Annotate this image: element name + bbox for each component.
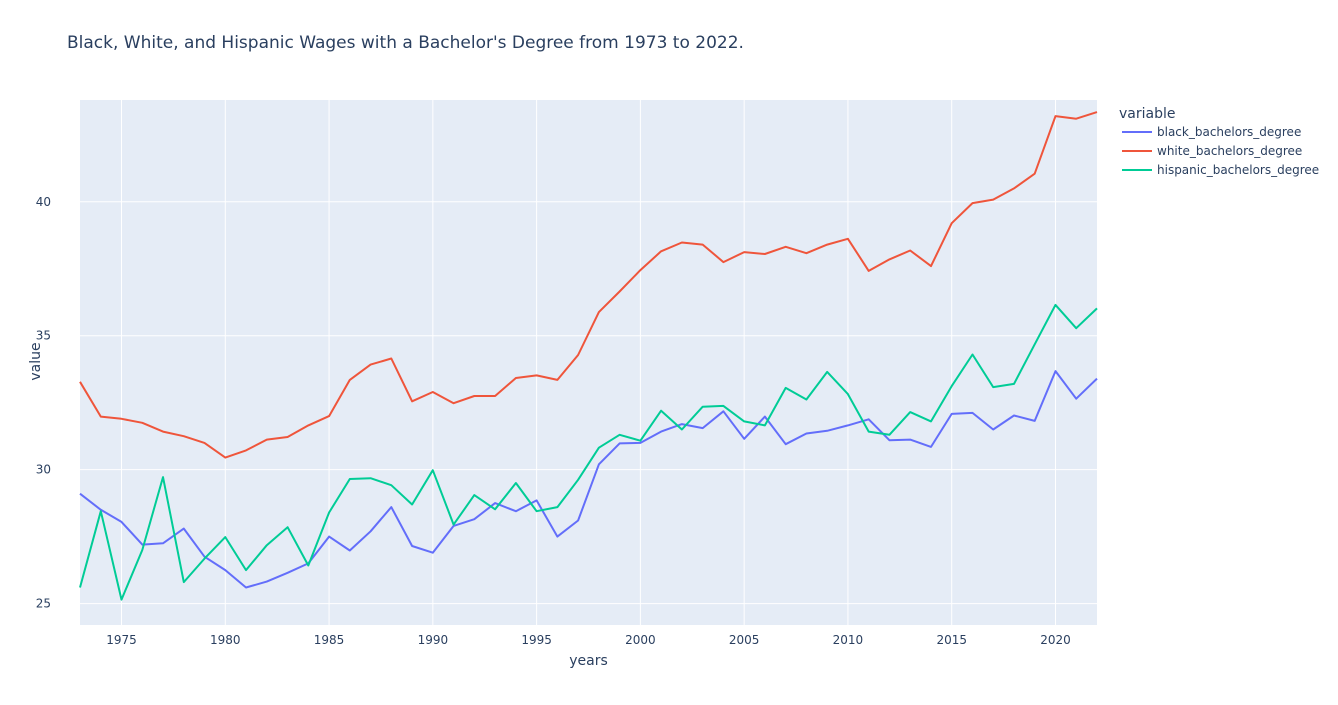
x-tick-labels: 1975 1980 1985 1990 1995 2000 2005 2010 2015 2020: [106, 633, 1071, 647]
series-lines: [79, 111, 1098, 601]
chart-title: Black, White, and Hispanic Wages with a …: [67, 33, 744, 53]
x-tick-label: 1985: [314, 633, 345, 647]
x-tick-label: 2000: [625, 633, 656, 647]
plot-background: [80, 100, 1097, 625]
x-tick-label: 2010: [833, 633, 864, 647]
legend-label: black_bachelors_degree: [1157, 125, 1301, 139]
x-tick-label: 1975: [106, 633, 137, 647]
grid-lines: [80, 100, 1097, 625]
legend-item-hispanic-bachelors-degree[interactable]: hispanic_bachelors_degree: [1122, 163, 1319, 177]
series-line-hispanic-bachelors-degree: [79, 303, 1098, 601]
y-tick-label: 30: [36, 463, 51, 477]
y-tick-label: 40: [36, 195, 51, 209]
x-tick-label: 1995: [521, 633, 552, 647]
legend-item-black-bachelors-degree[interactable]: black_bachelors_degree: [1122, 125, 1301, 139]
legend-label: hispanic_bachelors_degree: [1157, 163, 1319, 177]
y-tick-labels: 25 30 35 40: [36, 195, 51, 611]
y-tick-label: 35: [36, 329, 51, 343]
legend[interactable]: variable black_bachelors_degree white_bac…: [1119, 106, 1319, 177]
legend-title: variable: [1119, 106, 1175, 122]
legend-item-white-bachelors-degree[interactable]: white_bachelors_degree: [1122, 144, 1302, 158]
series-line-black-bachelors-degree: [79, 370, 1098, 589]
x-tick-label: 1990: [418, 633, 449, 647]
y-axis-title: value: [28, 342, 44, 380]
x-tick-label: 2005: [729, 633, 760, 647]
legend-label: white_bachelors_degree: [1157, 144, 1302, 158]
x-axis-title: years: [569, 653, 608, 669]
x-tick-label: 1980: [210, 633, 241, 647]
x-tick-label: 2015: [936, 633, 967, 647]
y-tick-label: 25: [36, 597, 51, 611]
series-line-white-bachelors-degree: [79, 111, 1098, 459]
x-tick-label: 2020: [1040, 633, 1071, 647]
